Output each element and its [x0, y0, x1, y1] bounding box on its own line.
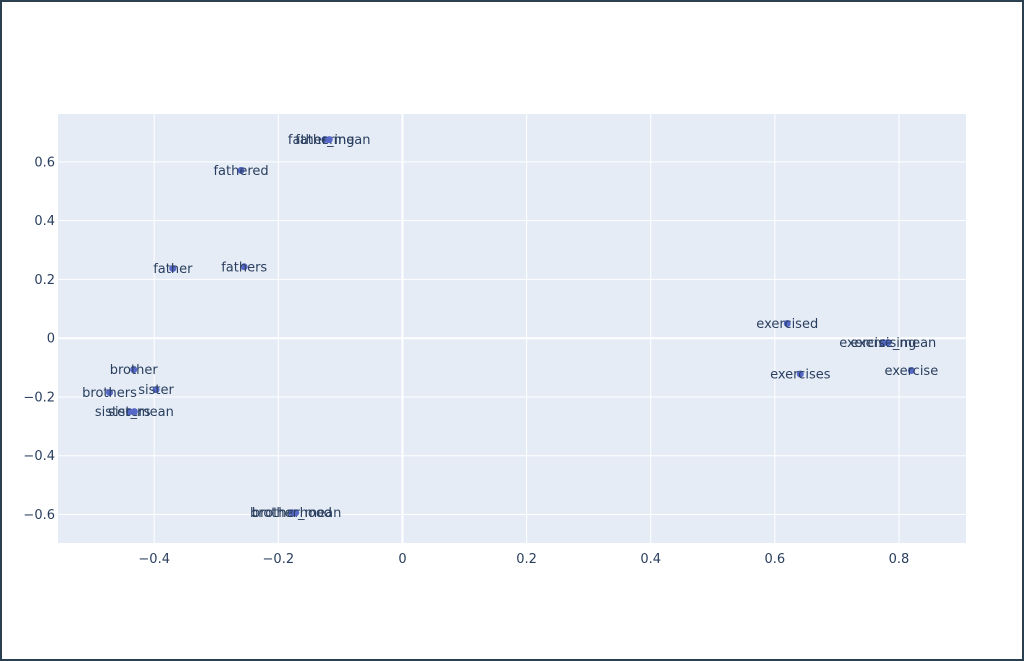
- point-label: exercise_mean: [839, 336, 936, 351]
- data-point: exercise: [885, 364, 939, 379]
- data-point: exercises: [770, 368, 831, 383]
- y-axis-ticks: 0.6 0.4 0.2 0 −0.2 −0.4 −0.6: [23, 155, 55, 523]
- point-label: exercising: [851, 336, 917, 351]
- point-label: father_mean: [288, 133, 371, 148]
- point-marker: [169, 265, 177, 273]
- x-tick-label: 0.4: [640, 552, 661, 567]
- x-tick-label: 0.2: [516, 552, 537, 567]
- plot-area: [58, 114, 966, 543]
- data-point: exercise_mean: [839, 336, 936, 351]
- data-point: brother: [110, 363, 159, 378]
- point-label: sisters: [108, 405, 151, 420]
- x-tick-label: 0: [398, 552, 406, 567]
- x-axis-ticks: −0.4 −0.2 0 0.2 0.4 0.6 0.8: [138, 552, 909, 567]
- point-marker: [292, 509, 300, 517]
- point-label: brother_mean: [250, 506, 341, 521]
- y-tick-label: 0: [47, 332, 55, 347]
- point-marker: [152, 386, 160, 394]
- y-tick-label: 0.2: [34, 273, 55, 288]
- x-tick-label: −0.2: [263, 552, 295, 567]
- data-point: father_mean: [288, 133, 371, 148]
- point-marker: [325, 136, 333, 144]
- point-label: fathers: [221, 260, 267, 275]
- data-point: sisters: [108, 405, 151, 420]
- gridlines: [58, 114, 966, 543]
- y-tick-label: −0.4: [23, 449, 55, 464]
- point-marker: [237, 166, 245, 174]
- point-label: sister_mean: [95, 405, 174, 420]
- point-marker: [783, 320, 791, 328]
- point-marker: [130, 366, 138, 374]
- point-marker: [125, 408, 133, 416]
- point-marker: [884, 339, 892, 347]
- data-point: brother_mean: [250, 506, 341, 521]
- point-marker: [907, 367, 915, 375]
- y-tick-label: −0.6: [23, 508, 55, 523]
- data-point: fathers: [221, 260, 267, 275]
- point-label: sister: [138, 383, 174, 398]
- point-label: exercises: [770, 368, 831, 383]
- data-point: brothers: [82, 386, 137, 401]
- x-tick-label: −0.4: [138, 552, 170, 567]
- y-tick-label: 0.6: [34, 155, 55, 170]
- point-label: brotherhood: [252, 506, 332, 521]
- x-tick-label: 0.8: [889, 552, 910, 567]
- point-label: brother: [110, 363, 159, 378]
- data-point: father: [153, 262, 193, 277]
- data-point: sister: [138, 383, 174, 398]
- point-marker: [106, 389, 114, 397]
- data-point: sister_mean: [95, 405, 174, 420]
- y-tick-label: −0.2: [23, 390, 55, 405]
- point-label: brothers: [82, 386, 137, 401]
- y-tick-label: 0.4: [34, 214, 55, 229]
- point-marker: [796, 370, 804, 378]
- point-marker: [130, 408, 138, 416]
- x-tick-label: 0.6: [764, 552, 785, 567]
- data-point: fathered: [213, 164, 268, 179]
- point-label: fathered: [213, 164, 268, 179]
- point-label: father: [153, 262, 193, 277]
- point-label: fathering: [295, 133, 354, 148]
- point-label: exercised: [756, 317, 818, 332]
- point-marker: [240, 263, 248, 271]
- data-point: exercised: [756, 317, 818, 332]
- point-label: exercise: [885, 364, 939, 379]
